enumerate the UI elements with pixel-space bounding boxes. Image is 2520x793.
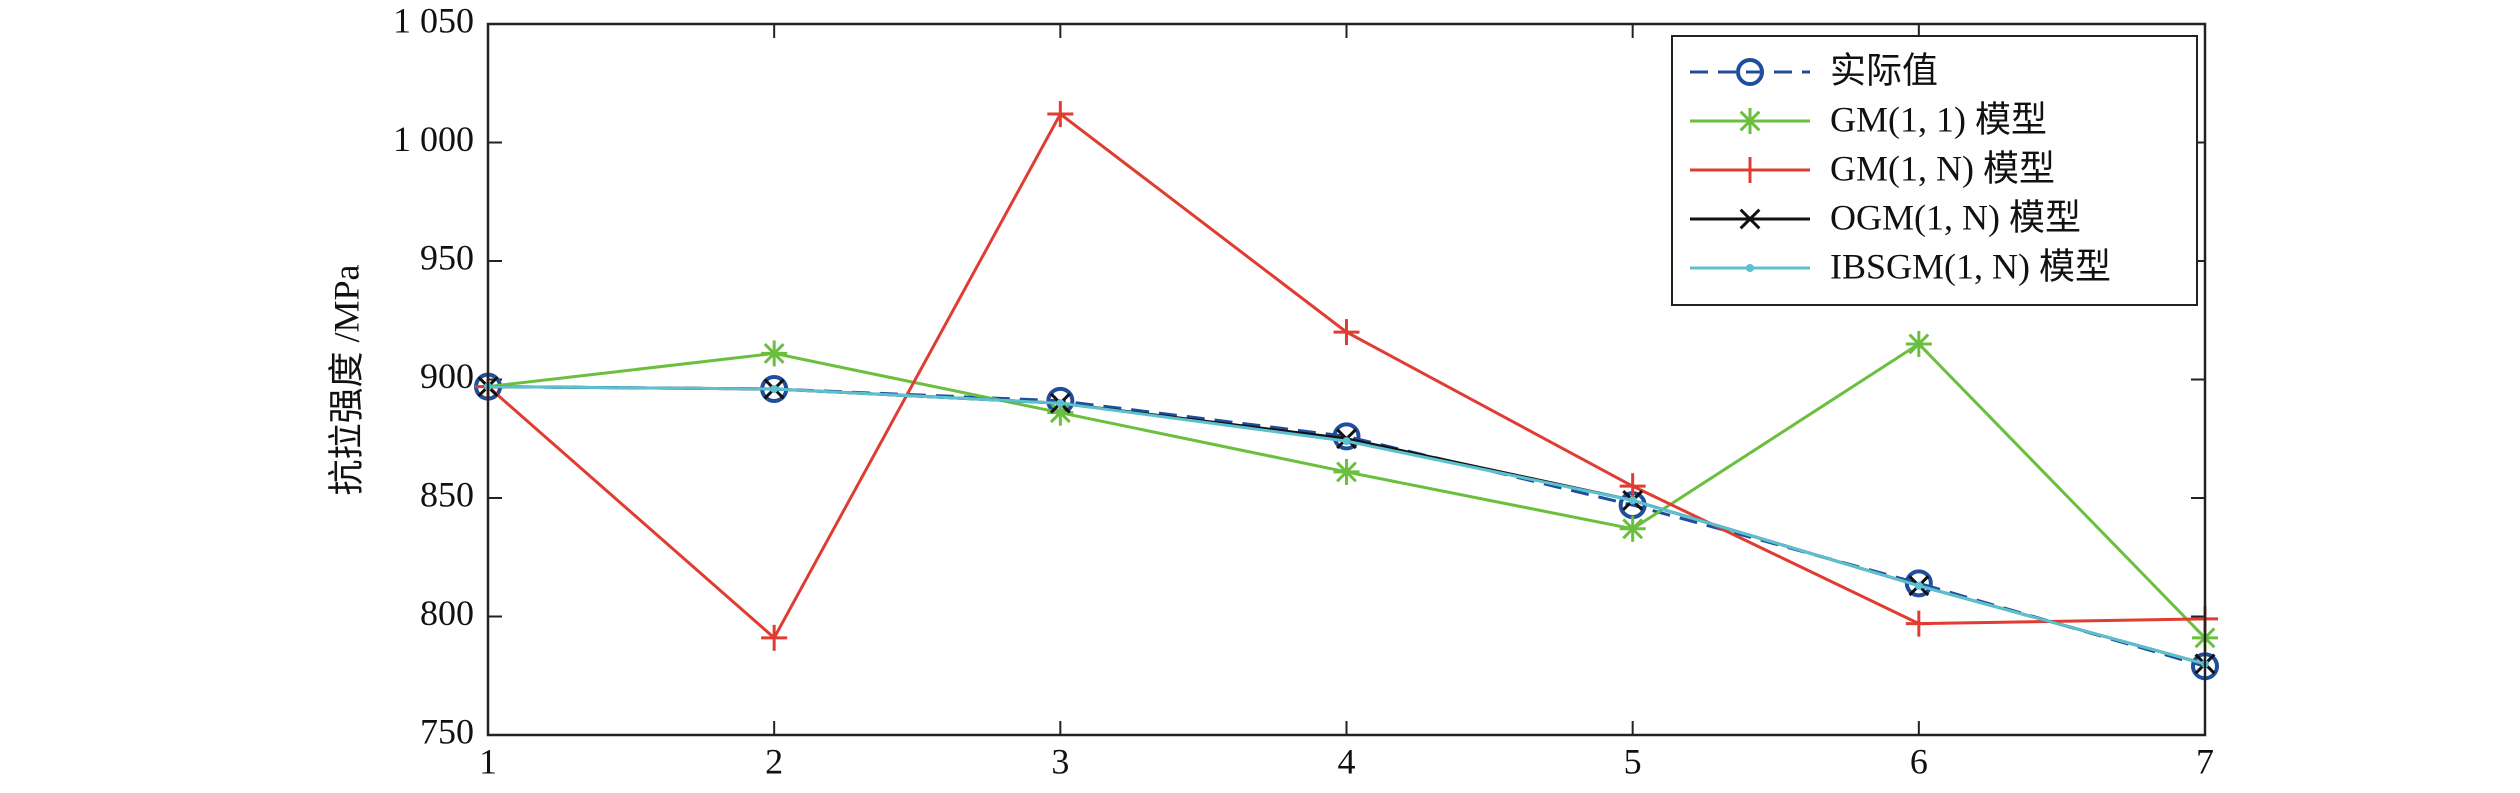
- marker-stroke: [1739, 208, 1761, 230]
- legend-marker: [1739, 208, 1761, 230]
- x-tick-label: 4: [1338, 741, 1356, 781]
- data-point: [1056, 399, 1065, 408]
- marker-dot: [770, 384, 779, 393]
- marker-stroke: [763, 343, 785, 364]
- data-point: [1619, 473, 1646, 500]
- data-point: [1342, 437, 1351, 446]
- y-tick-label: 800: [420, 593, 474, 633]
- legend-marker: [1737, 108, 1763, 134]
- x-tick-label: 3: [1051, 741, 1069, 781]
- data-point: [1333, 458, 1360, 485]
- legend-label: GM(1, N) 模型: [1830, 148, 2055, 188]
- y-axis-label: 抗拉强度 /MPa: [326, 264, 366, 495]
- legend-marker: [1736, 58, 1764, 86]
- legend-label: OGM(1, N) 模型: [1830, 197, 2081, 237]
- x-tick-label: 6: [1910, 741, 1928, 781]
- data-point: [1619, 515, 1646, 542]
- y-tick-label: 1 000: [393, 119, 474, 159]
- marker-stroke: [1739, 110, 1761, 132]
- marker-stroke: [1336, 461, 1357, 483]
- legend-marker: [1746, 264, 1754, 272]
- legend-label: 实际值: [1830, 50, 1938, 90]
- marker-stroke: [1622, 518, 1644, 540]
- y-tick-label: 950: [420, 237, 474, 277]
- marker-dot: [1056, 399, 1065, 408]
- data-point: [1333, 319, 1360, 346]
- x-tick-label: 1: [479, 741, 497, 781]
- x-tick-label: 7: [2196, 741, 2214, 781]
- data-point: [1905, 330, 1932, 357]
- legend-label: GM(1, 1) 模型: [1830, 99, 2047, 139]
- data-point: [761, 624, 788, 651]
- plot-frame: [486, 22, 2207, 737]
- marker-circle: [1736, 58, 1764, 86]
- marker-dot: [1342, 437, 1351, 446]
- marker-stroke: [1049, 402, 1071, 424]
- data-point: [770, 384, 779, 393]
- data-point: [761, 340, 788, 367]
- marker-dot: [1914, 581, 1923, 590]
- x-tick-label: 2: [765, 741, 783, 781]
- data-point: [1628, 496, 1637, 505]
- marker-dot: [1746, 264, 1754, 272]
- legend-marker: [1737, 157, 1763, 183]
- y-tick-label: 900: [420, 356, 474, 396]
- data-point: [1047, 101, 1074, 128]
- data-point: [1914, 581, 1923, 590]
- y-tick-label: 1 050: [393, 0, 474, 40]
- marker-dot: [1628, 496, 1637, 505]
- data-point: [1905, 610, 1932, 637]
- y-tick-label: 750: [420, 711, 474, 751]
- y-tick-label: 850: [420, 474, 474, 514]
- marker-stroke: [1908, 333, 1930, 355]
- x-tick-label: 5: [1624, 741, 1642, 781]
- legend-label: IBSGM(1, N) 模型: [1830, 246, 2111, 286]
